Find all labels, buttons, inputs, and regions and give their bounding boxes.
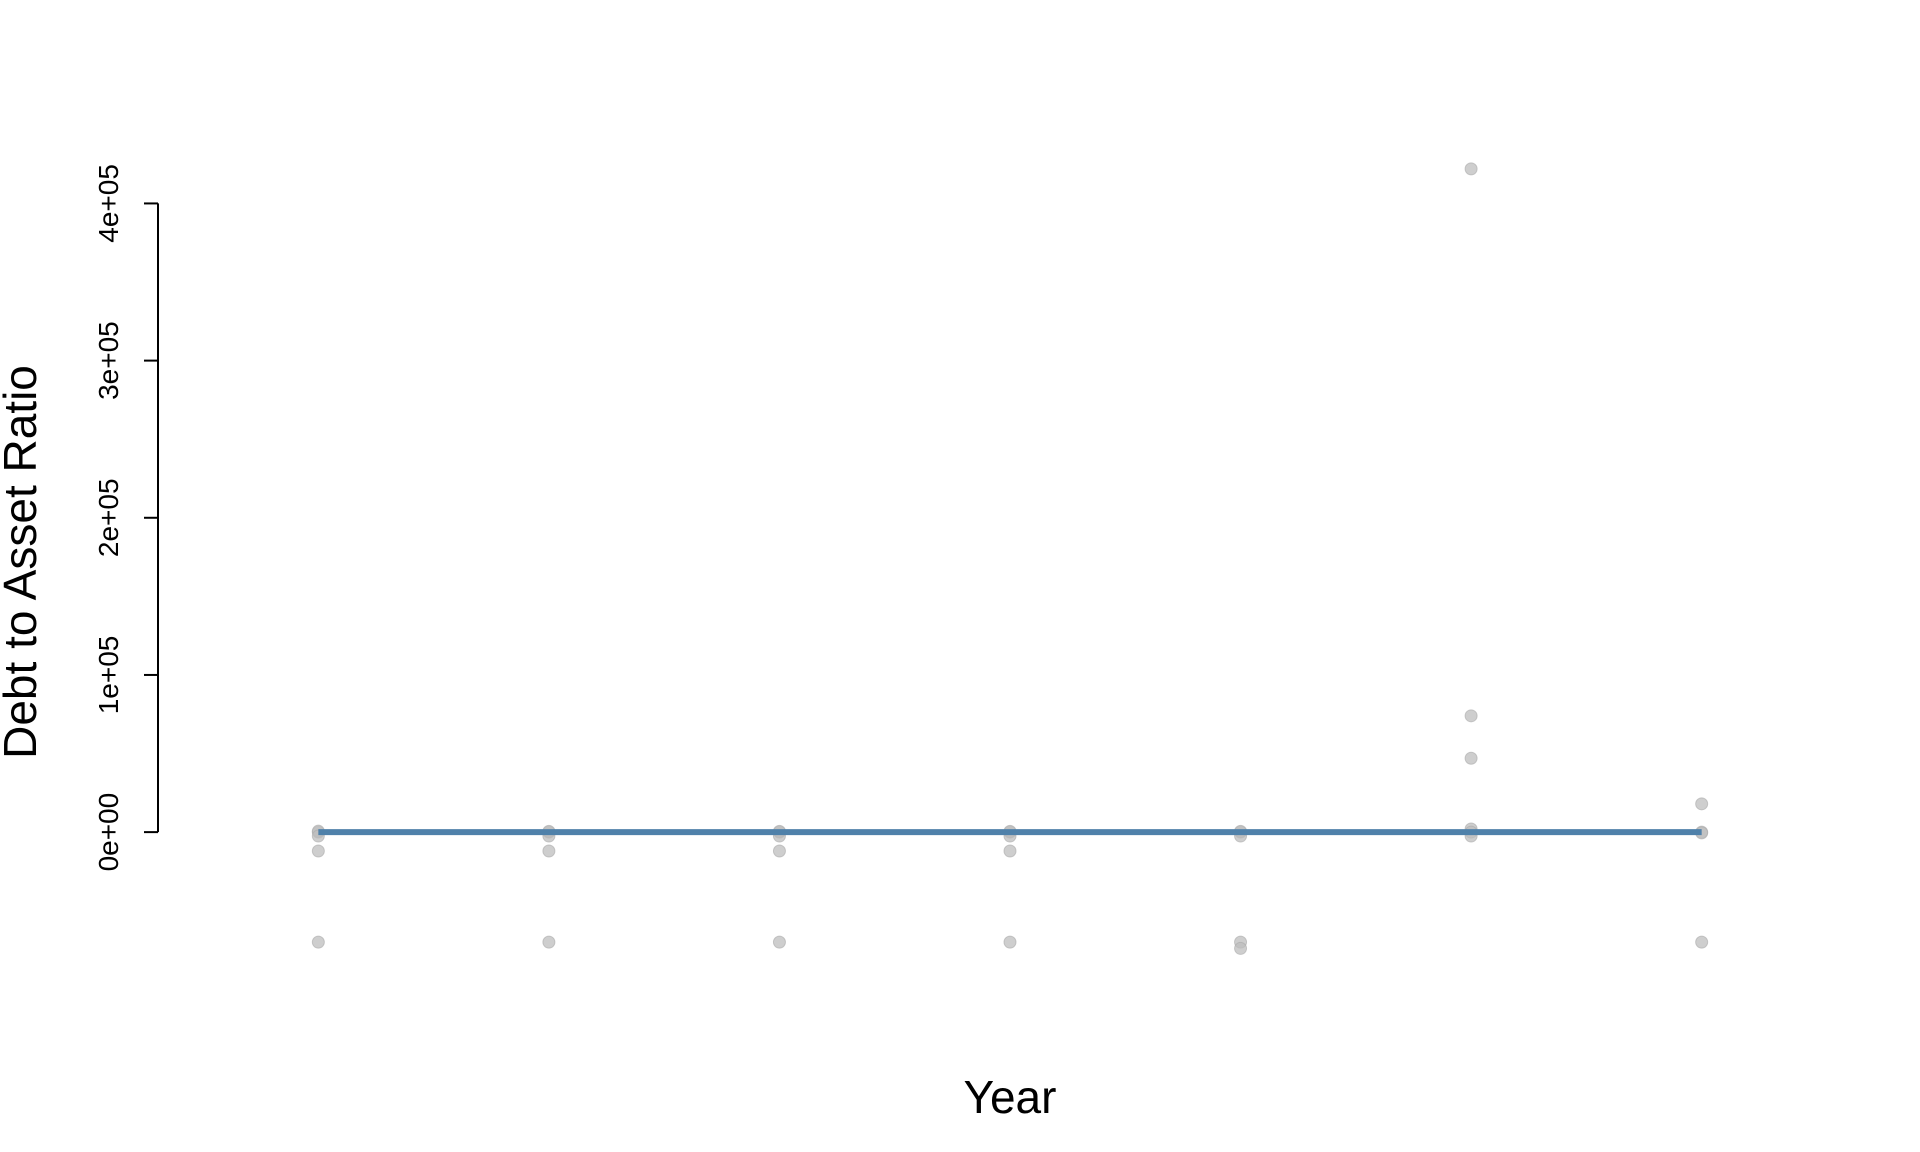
- y-tick-label: 3e+05: [93, 321, 124, 400]
- y-tick-label: 4e+05: [93, 164, 124, 243]
- data-point: [542, 844, 556, 858]
- data-point: [311, 844, 325, 858]
- data-point: [1234, 941, 1248, 955]
- y-axis-ticks: 0e+00 1e+05 2e+05 3e+05 4e+05: [93, 164, 158, 871]
- data-point: [542, 935, 556, 949]
- data-point: [1695, 935, 1709, 949]
- data-point: [1464, 751, 1478, 765]
- data-point: [1464, 162, 1478, 176]
- y-tick-label: 0e+00: [93, 793, 124, 872]
- data-point: [1695, 797, 1709, 811]
- data-point: [311, 935, 325, 949]
- data-point: [1003, 844, 1017, 858]
- data-point: [772, 935, 786, 949]
- y-axis-title: Debt to Asset Ratio: [0, 365, 46, 759]
- data-point: [1003, 935, 1017, 949]
- y-tick-label: 1e+05: [93, 636, 124, 715]
- data-points: [311, 162, 1709, 955]
- x-axis-title: Year: [964, 1071, 1057, 1123]
- data-point: [772, 844, 786, 858]
- y-tick-label: 2e+05: [93, 478, 124, 557]
- data-point: [1464, 709, 1478, 723]
